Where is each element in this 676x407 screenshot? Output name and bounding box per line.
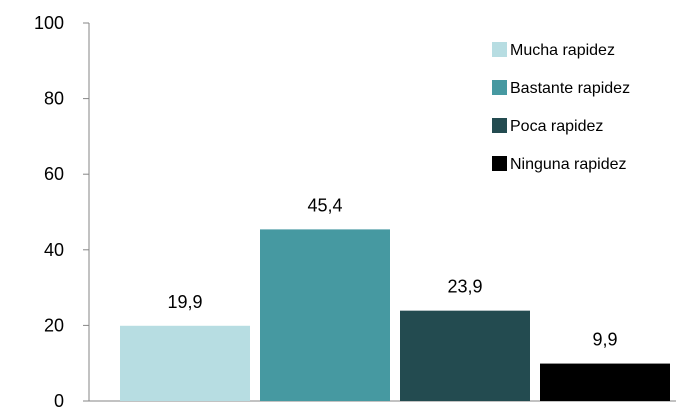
legend-entry: Poca rapidez [492,118,603,135]
legend-swatch [492,80,507,95]
legend-label: Ninguna rapidez [510,156,627,173]
data-label: 19,9 [167,292,202,312]
legend-label: Poca rapidez [510,118,603,135]
bar-ninguna-rapidez [540,363,670,401]
data-label: 45,4 [307,195,342,215]
y-tick-label: 80 [44,89,64,109]
y-tick-label: 0 [54,391,64,407]
data-label: 23,9 [447,277,482,297]
y-tick-label: 20 [44,315,64,335]
bars [120,229,670,401]
y-tick-label: 100 [34,13,64,33]
data-label: 9,9 [592,330,617,350]
bar-bastante-rapidez [260,229,390,401]
data-labels: 19,9 45,4 23,9 9,9 [167,195,617,349]
legend-swatch [492,156,507,171]
bar-mucha-rapidez [120,325,250,401]
legend-entry: Ninguna rapidez [492,156,627,173]
legend-entry: Mucha rapidez [492,42,615,59]
legend-swatch [492,118,507,133]
legend-swatch [492,42,507,57]
bar-poca-rapidez [400,310,530,401]
y-tick-label: 40 [44,240,64,260]
y-tick-label: 60 [44,164,64,184]
legend-label: Mucha rapidez [510,42,615,59]
legend: Mucha rapidez Bastante rapidez Poca rapide… [492,42,630,173]
legend-entry: Bastante rapidez [492,80,630,97]
legend-label: Bastante rapidez [510,80,630,97]
